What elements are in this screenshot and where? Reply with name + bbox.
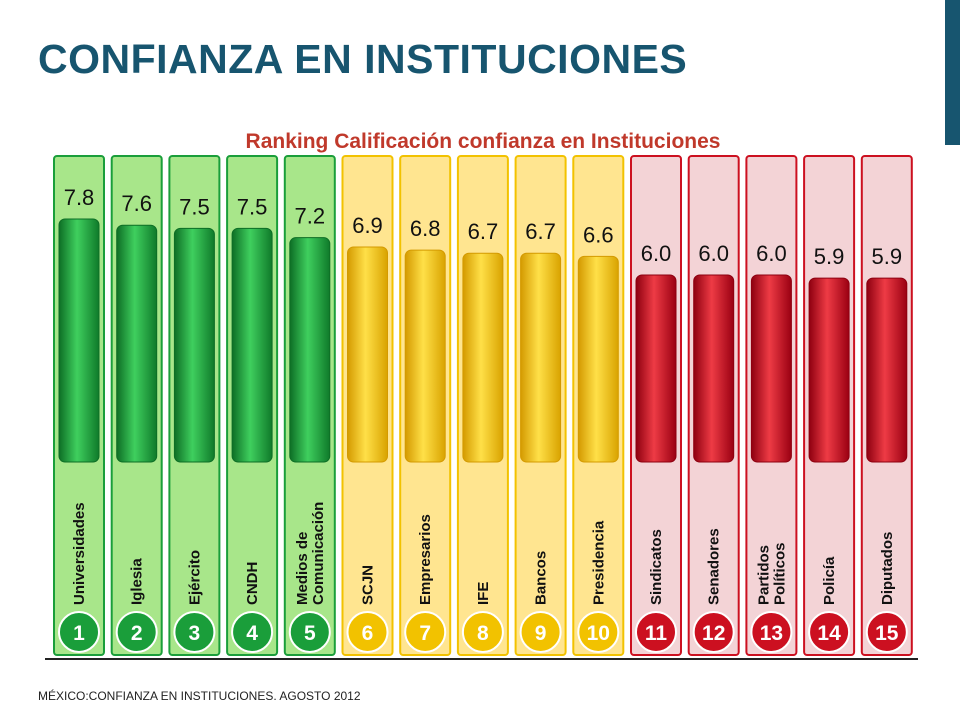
category-label-3: Ejército [186,550,203,605]
category-label-13: PartidosPolíticos [755,542,788,605]
rank-label-13: 13 [760,622,783,645]
rank-circle-2 [115,611,158,653]
slide-title: CONFIANZA EN INSTITUCIONES [38,36,688,82]
category-label-1: Universidades [71,502,88,605]
rank-label-2: 2 [131,622,143,645]
category-label-4: CNDH [244,562,261,605]
rank-circle-4 [231,611,274,653]
slide-footer: MÉXICO:CONFIANZA EN INSTITUCIONES. AGOST… [38,689,361,703]
bar-7 [404,249,446,463]
value-label-13: 6.0 [756,241,787,266]
rank-circle-15 [865,611,908,653]
rank-label-9: 9 [535,622,547,645]
accent-bar [945,0,960,145]
rank-circle-8 [461,611,504,653]
value-label-10: 6.6 [583,222,614,247]
category-label-11: Sindicatos [648,529,665,605]
value-label-14: 5.9 [814,244,845,269]
category-label-8: IFE [475,582,492,605]
value-label-3: 7.5 [179,194,210,219]
bar-6 [347,246,388,463]
category-label-7: Empresarios [417,514,434,605]
category-label-2: Iglesia [129,558,146,605]
rank-circle-1 [58,611,100,653]
rank-circle-14 [808,611,851,653]
bar-8 [462,252,504,463]
rank-label-11: 11 [645,622,668,645]
rank-circle-11 [635,611,677,653]
value-label-11: 6.0 [641,241,672,266]
category-label-6: SCJN [360,565,377,605]
rank-label-14: 14 [817,622,841,645]
rank-circle-13 [750,611,793,653]
value-label-4: 7.5 [237,194,268,219]
rank-label-15: 15 [875,622,899,645]
rank-label-6: 6 [362,622,374,645]
rank-circle-12 [692,611,735,653]
bar-12 [693,274,735,463]
bar-14 [808,277,850,463]
bar-3 [173,227,215,463]
rank-label-5: 5 [304,622,316,645]
rank-label-3: 3 [189,622,201,645]
bar-15 [866,277,908,463]
bar-5 [289,237,331,463]
bar-4 [231,227,273,463]
bar-11 [635,274,677,463]
rank-circle-7 [404,611,447,653]
bar-9 [520,252,562,463]
rank-label-8: 8 [477,622,489,645]
rank-circle-10 [577,611,620,653]
rank-circle-3 [173,611,216,653]
category-label-14: Policía [821,556,838,605]
category-label-9: Bancos [533,551,550,605]
rank-label-7: 7 [419,622,431,645]
value-label-9: 6.7 [525,219,556,244]
rank-label-10: 10 [587,622,610,645]
bar-10 [577,255,619,463]
rank-circle-6 [346,611,389,653]
chart-title: Ranking Calificación confianza en Instit… [246,130,721,153]
rank-label-12: 12 [702,622,725,645]
category-label-10: Presidencia [590,520,607,605]
value-label-7: 6.8 [410,216,441,241]
rank-label-4: 4 [246,622,258,645]
value-label-1: 7.8 [64,185,95,210]
value-label-2: 7.6 [121,191,152,216]
category-label-12: Senadores [706,528,723,605]
value-label-12: 6.0 [698,241,729,266]
value-label-5: 7.2 [295,204,326,229]
rank-circle-5 [288,611,331,653]
bar-1 [58,218,100,463]
rank-circle-9 [519,611,562,653]
bar-2 [116,224,158,463]
value-label-6: 6.9 [352,213,383,238]
value-label-8: 6.7 [468,219,499,244]
rank-label-1: 1 [73,622,85,645]
bar-13 [750,274,792,463]
category-label-5: Medios deComunicación [294,502,327,605]
category-label-15: Diputados [879,532,896,605]
value-label-15: 5.9 [872,244,903,269]
